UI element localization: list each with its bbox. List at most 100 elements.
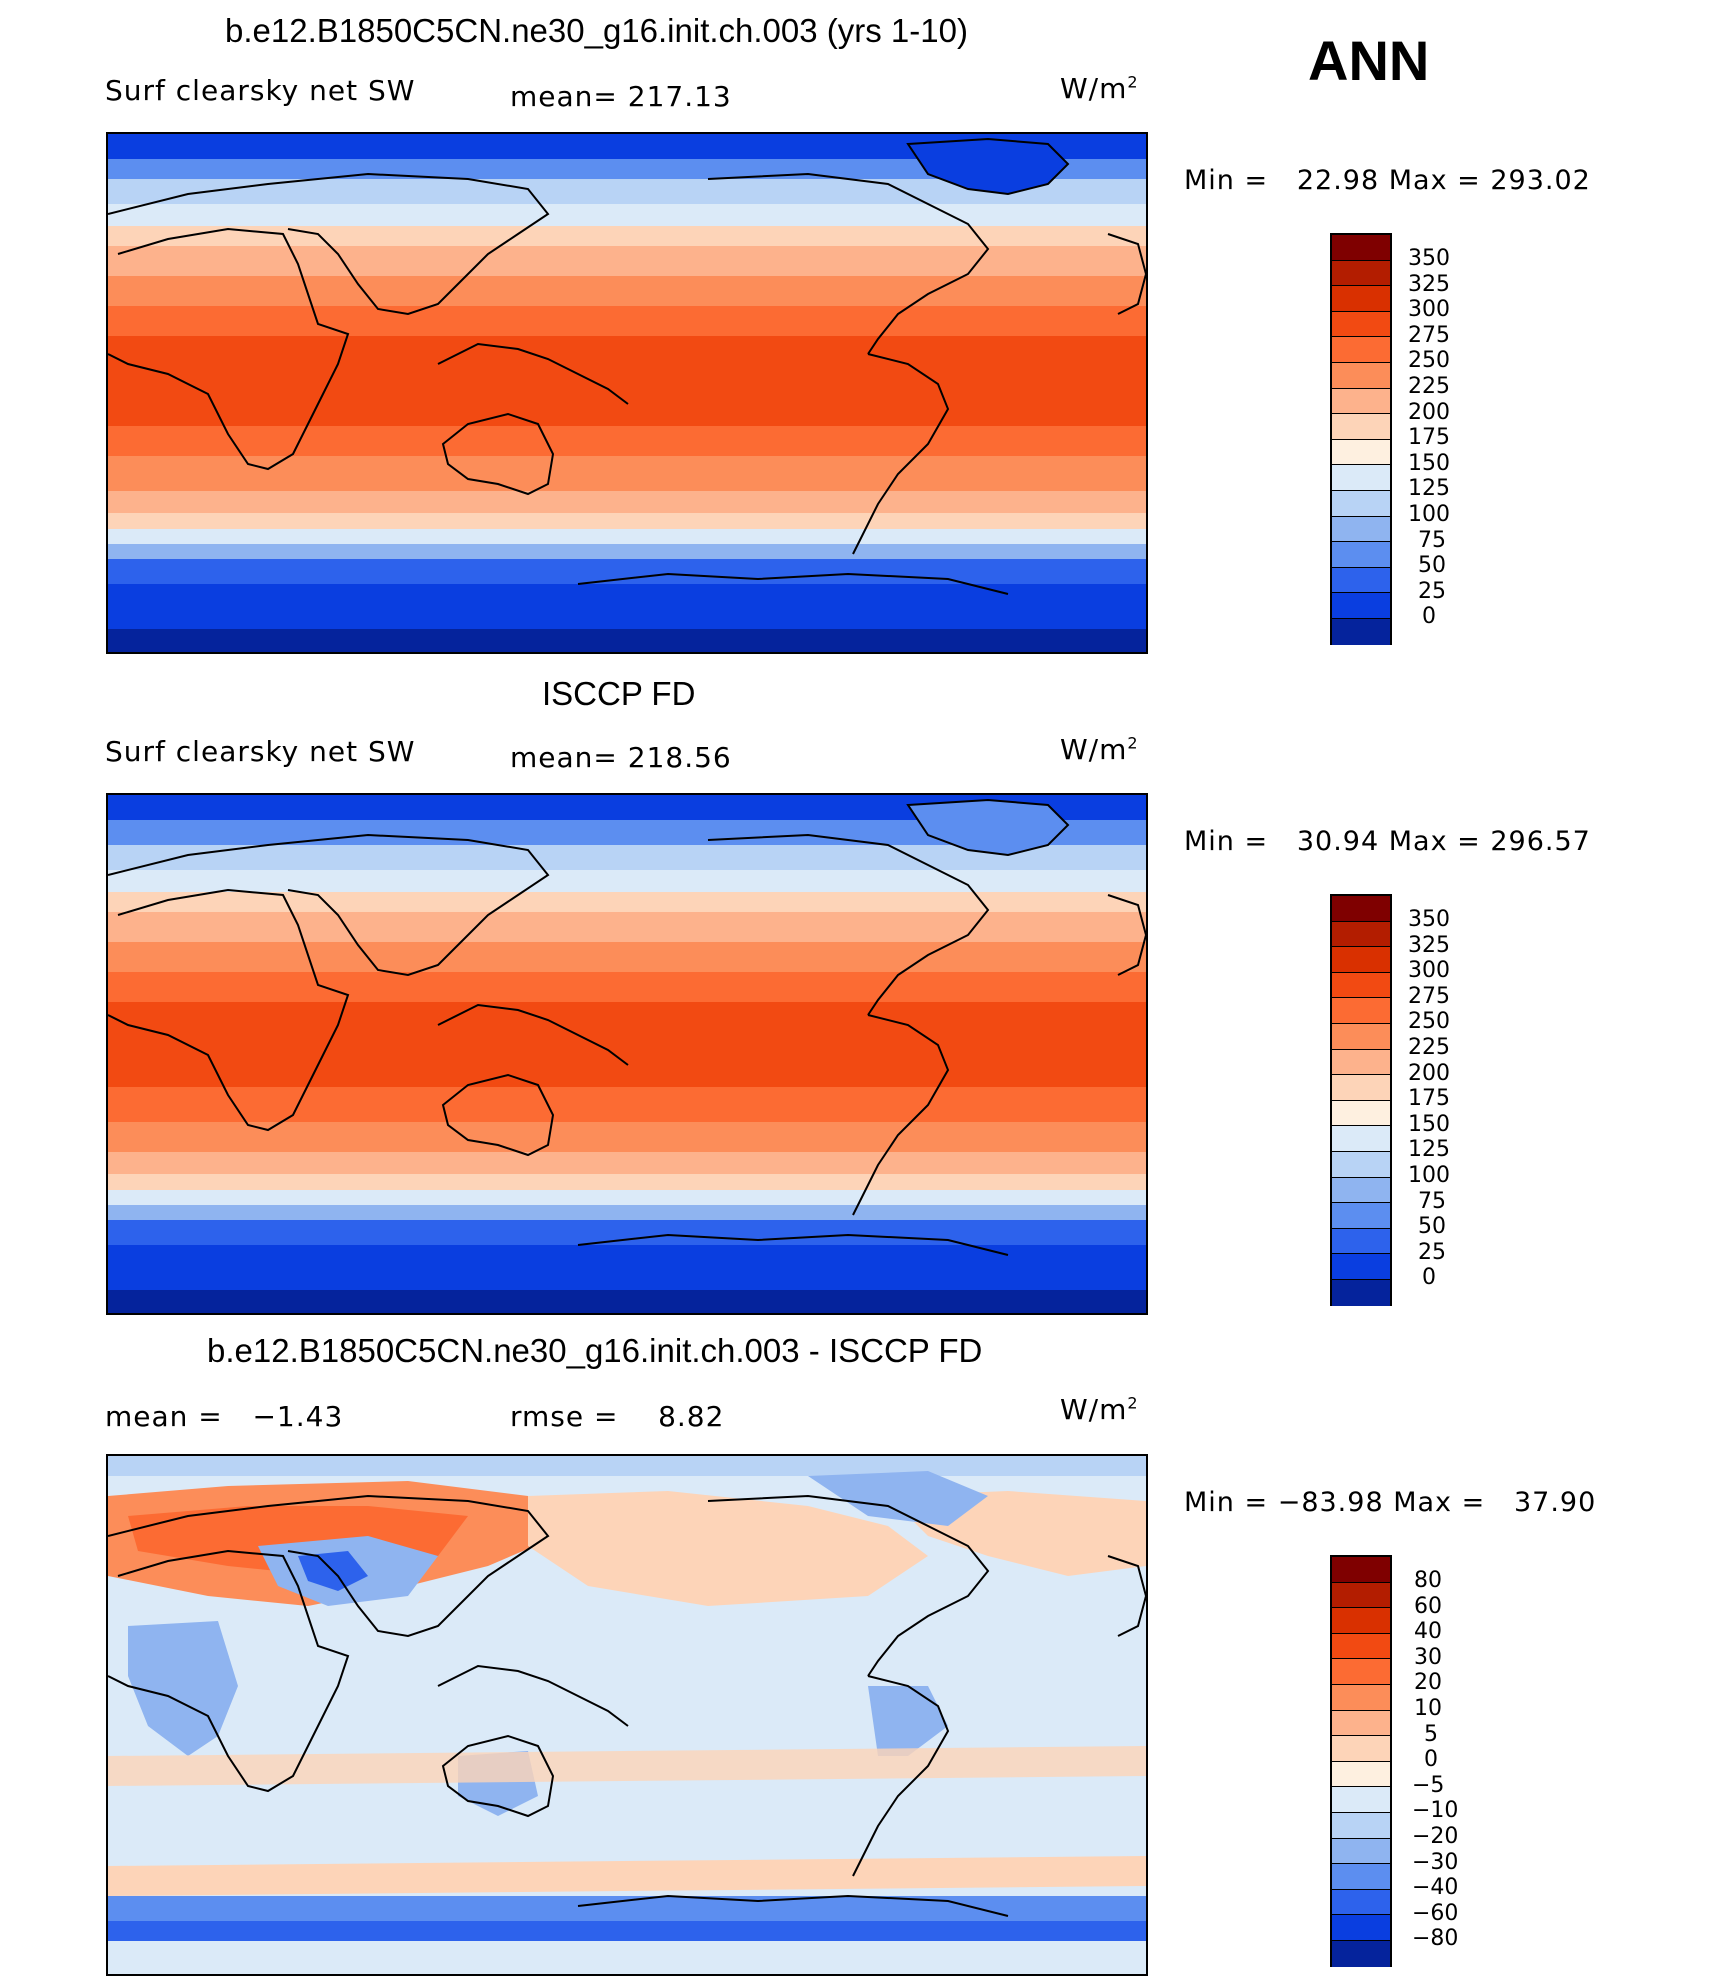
colorbar-label: 150 (1408, 1112, 1450, 1137)
colorbar-swatch (1332, 1940, 1390, 1967)
colorbar-swatch (1332, 490, 1390, 517)
panel3-title: b.e12.B1850C5CN.ne30_g16.init.ch.003 - I… (207, 1332, 983, 1369)
units-exponent: 2 (1127, 1393, 1139, 1413)
colorbar-label: 225 (1408, 1035, 1450, 1060)
colorbar-label: −20 (1412, 1824, 1459, 1849)
colorbar-swatch (1332, 311, 1390, 338)
colorbar-label: 125 (1408, 476, 1450, 501)
colorbar-label: −40 (1412, 1875, 1459, 1900)
panel1-map (106, 132, 1148, 654)
colorbar-swatch (1332, 1864, 1390, 1890)
panel1-mean-label: mean= 217.13 (510, 80, 732, 113)
colorbar-label: 250 (1408, 1009, 1450, 1034)
colorbar-swatch (1332, 1838, 1390, 1865)
colorbar-label: 0 (1422, 604, 1436, 629)
colorbar-label: 25 (1418, 579, 1446, 604)
colorbar-label: 150 (1408, 451, 1450, 476)
colorbar-label: −30 (1412, 1850, 1459, 1875)
colorbar-swatch (1332, 286, 1390, 312)
colorbar-swatch (1332, 235, 1390, 261)
colorbar-label: 350 (1408, 246, 1450, 271)
panel2-title: ISCCP FD (542, 675, 696, 712)
colorbar-label: 175 (1408, 425, 1450, 450)
colorbar-swatch (1332, 1203, 1390, 1229)
colorbar-swatch (1332, 1177, 1390, 1204)
colorbar-label: 250 (1408, 348, 1450, 373)
panel1-minmax: Min = 22.98 Max = 293.02 (1184, 165, 1591, 196)
colorbar-swatch (1332, 1151, 1390, 1178)
colorbar-swatch (1332, 1075, 1390, 1101)
colorbar-swatch (1332, 593, 1390, 619)
units-base: W/m (1060, 1393, 1128, 1426)
colorbar-swatch (1332, 465, 1390, 491)
panel1-map-field (108, 134, 1146, 652)
colorbar-swatch (1332, 1023, 1390, 1050)
panel3-rmse-label: rmse = 8.82 (510, 1400, 725, 1433)
colorbar-label: −10 (1412, 1798, 1459, 1823)
colorbar-label: 300 (1408, 297, 1450, 322)
colorbar-label: 60 (1414, 1594, 1442, 1619)
colorbar-swatch (1332, 1915, 1390, 1941)
colorbar-swatch (1332, 1736, 1390, 1762)
colorbar-swatch (1332, 896, 1390, 922)
colorbar-swatch (1332, 1812, 1390, 1839)
colorbar-label: 325 (1408, 933, 1450, 958)
colorbar-swatch (1332, 921, 1390, 948)
colorbar-label: −60 (1412, 1901, 1459, 1926)
panel2-map (106, 793, 1148, 1315)
panel3-mean-label: mean = −1.43 (105, 1400, 344, 1433)
colorbar-label: 350 (1408, 907, 1450, 932)
colorbar-label: −80 (1412, 1926, 1459, 1951)
colorbar-swatch (1332, 516, 1390, 543)
colorbar-label: 50 (1418, 553, 1446, 578)
colorbar-swatch (1332, 1582, 1390, 1609)
panel2-colorbar (1330, 894, 1392, 1306)
colorbar-label: 225 (1408, 374, 1450, 399)
colorbar-swatch (1332, 1787, 1390, 1813)
colorbar-swatch (1332, 414, 1390, 440)
colorbar-swatch (1332, 567, 1390, 594)
panel1-title: b.e12.B1850C5CN.ne30_g16.init.ch.003 (yr… (225, 12, 968, 49)
colorbar-swatch (1332, 260, 1390, 287)
colorbar-swatch (1332, 1889, 1390, 1916)
colorbar-label: 0 (1422, 1265, 1436, 1290)
colorbar-swatch (1332, 1100, 1390, 1127)
colorbar-label: 10 (1414, 1696, 1442, 1721)
units-exponent: 2 (1127, 72, 1139, 92)
panel2-mean-label: mean= 218.56 (510, 741, 732, 774)
colorbar-swatch (1332, 1557, 1390, 1583)
colorbar-swatch (1332, 1710, 1390, 1737)
colorbar-swatch (1332, 618, 1390, 645)
colorbar-label: 75 (1418, 528, 1446, 553)
colorbar-label: 100 (1408, 1163, 1450, 1188)
panel3-map (106, 1454, 1148, 1976)
colorbar-swatch (1332, 1659, 1390, 1685)
panel3-colorbar (1330, 1555, 1392, 1967)
colorbar-swatch (1332, 439, 1390, 466)
colorbar-swatch (1332, 998, 1390, 1024)
colorbar-swatch (1332, 1608, 1390, 1634)
colorbar-label: 200 (1408, 1061, 1450, 1086)
panel3-minmax: Min = −83.98 Max = 37.90 (1184, 1487, 1597, 1518)
colorbar-label: 300 (1408, 958, 1450, 983)
colorbar-label: 20 (1414, 1670, 1442, 1695)
units-base: W/m (1060, 733, 1128, 766)
colorbar-label: 175 (1408, 1086, 1450, 1111)
colorbar-swatch (1332, 1126, 1390, 1152)
colorbar-label: 125 (1408, 1137, 1450, 1162)
colorbar-label: 200 (1408, 400, 1450, 425)
colorbar-swatch (1332, 362, 1390, 389)
colorbar-label: 0 (1424, 1747, 1438, 1772)
units-base: W/m (1060, 72, 1128, 105)
colorbar-swatch (1332, 388, 1390, 415)
colorbar-label: 25 (1418, 1240, 1446, 1265)
panel2-variable-label: Surf clearsky net SW (105, 735, 416, 768)
units-exponent: 2 (1127, 733, 1139, 753)
panel2-units: W/m2 (1060, 733, 1139, 766)
panel1-colorbar (1330, 233, 1392, 645)
colorbar-label: 275 (1408, 984, 1450, 1009)
panel3-map-field (108, 1456, 1146, 1974)
colorbar-label: 100 (1408, 502, 1450, 527)
colorbar-swatch (1332, 1761, 1390, 1788)
colorbar-swatch (1332, 1633, 1390, 1660)
